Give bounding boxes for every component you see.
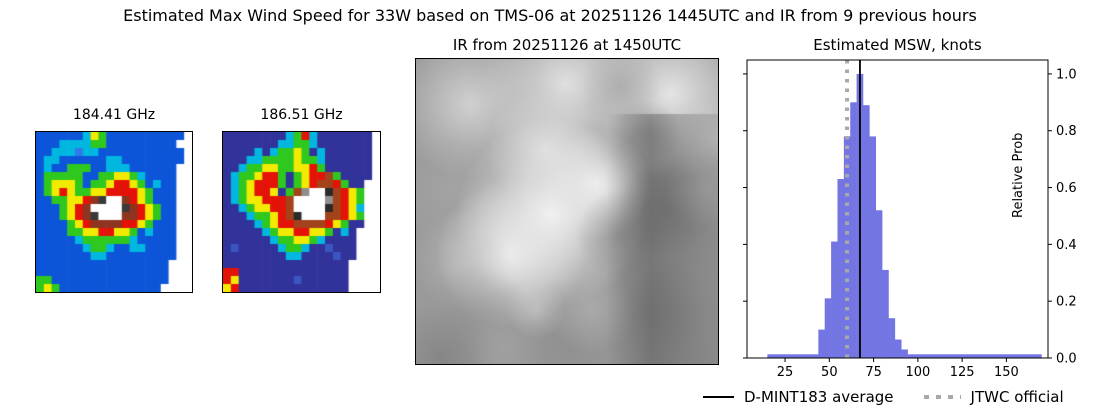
black-line-swatch-icon: [703, 396, 734, 398]
ir-panel-title: IR from 20251126 at 1450UTC: [452, 36, 682, 54]
x-tick-label: 25: [777, 365, 794, 380]
legend-label-dmint183: D-MINT183 average: [744, 388, 894, 406]
histogram-bar: [888, 318, 896, 358]
histogram-bar: [1022, 354, 1030, 358]
histogram-bar: [939, 354, 947, 358]
histogram-bar: [907, 354, 915, 358]
histogram-bar: [837, 179, 845, 358]
histogram-bar: [831, 241, 838, 358]
figure-title: Estimated Max Wind Speed for 33W based o…: [123, 6, 977, 25]
plot-frame: [746, 59, 1049, 359]
histogram-bar: [977, 354, 985, 358]
histogram-bar: [1028, 354, 1036, 358]
histogram-bar: [1009, 354, 1017, 358]
histogram-bar: [984, 354, 991, 358]
histogram-bar: [805, 354, 813, 358]
histogram-bar: [1003, 354, 1010, 358]
microwave-panel-1-title: 184.41 GHz: [72, 107, 156, 123]
histogram-bar: [920, 354, 928, 358]
histogram-bar: [882, 269, 889, 358]
histogram-bar: [875, 210, 883, 358]
legend-item-dmint183: D-MINT183 average: [703, 388, 894, 406]
histogram-ylabel: Relative Prob: [1011, 132, 1026, 218]
histogram-bar: [767, 354, 775, 358]
histogram-bar: [862, 105, 870, 358]
histogram-bar: [926, 354, 934, 358]
histogram-bar: [964, 354, 972, 358]
microwave-image-186ghz: [222, 131, 381, 293]
histogram-bar: [990, 354, 998, 358]
y-tick-label: 0.8: [1056, 124, 1077, 139]
histogram-plot: 25 50 75 100 125 150 0.0 0.2 0.4 0.6 0.8 1.0: [743, 59, 1077, 380]
legend: D-MINT183 average JTWC official: [703, 388, 1098, 406]
histogram-bar: [869, 136, 877, 358]
x-tick-label: 50: [821, 365, 838, 380]
x-tick-label: 100: [905, 365, 930, 380]
histogram-bar: [933, 354, 940, 358]
legend-label-jtwc: JTWC official: [970, 388, 1064, 406]
microwave-image-184ghz: [35, 131, 193, 293]
histogram-bar: [971, 354, 979, 358]
histogram-title: Estimated MSW, knots: [813, 36, 982, 54]
histogram-bar: [824, 298, 832, 358]
histogram-bar: [913, 354, 921, 358]
histogram-bar: [818, 329, 826, 358]
histogram-bar: [811, 354, 819, 358]
histogram-bar: [996, 354, 1004, 358]
histogram-bar: [1035, 354, 1042, 358]
histogram-bar: [945, 354, 953, 358]
y-tick-label: 0.4: [1056, 238, 1077, 253]
ir-satellite-image: [415, 58, 719, 365]
histogram-bar: [792, 354, 800, 358]
histogram-bar: [786, 354, 794, 358]
gray-dotted-swatch-icon: [923, 395, 961, 399]
x-tick-label: 75: [865, 365, 882, 380]
histogram-bar: [952, 354, 959, 358]
y-tick-label: 0.6: [1056, 181, 1077, 196]
histogram-bar: [780, 354, 787, 358]
y-tick-label: 0.2: [1056, 295, 1077, 310]
legend-item-jtwc: JTWC official: [923, 388, 1064, 406]
x-tick-label: 150: [994, 365, 1019, 380]
histogram-bar: [773, 354, 781, 358]
histogram-bar: [901, 349, 908, 358]
histogram-bar: [843, 136, 851, 358]
histogram-bar: [850, 102, 857, 358]
histogram-bar: [958, 354, 966, 358]
y-tick-label: 0.0: [1056, 352, 1077, 367]
y-tick-label: 1.0: [1056, 67, 1077, 82]
histogram-bar: [1015, 354, 1023, 358]
microwave-panel-2-title: 186.51 GHz: [260, 107, 343, 123]
x-tick-label: 125: [950, 365, 975, 380]
histogram-bar: [894, 339, 902, 358]
histogram-bar: [799, 354, 806, 358]
